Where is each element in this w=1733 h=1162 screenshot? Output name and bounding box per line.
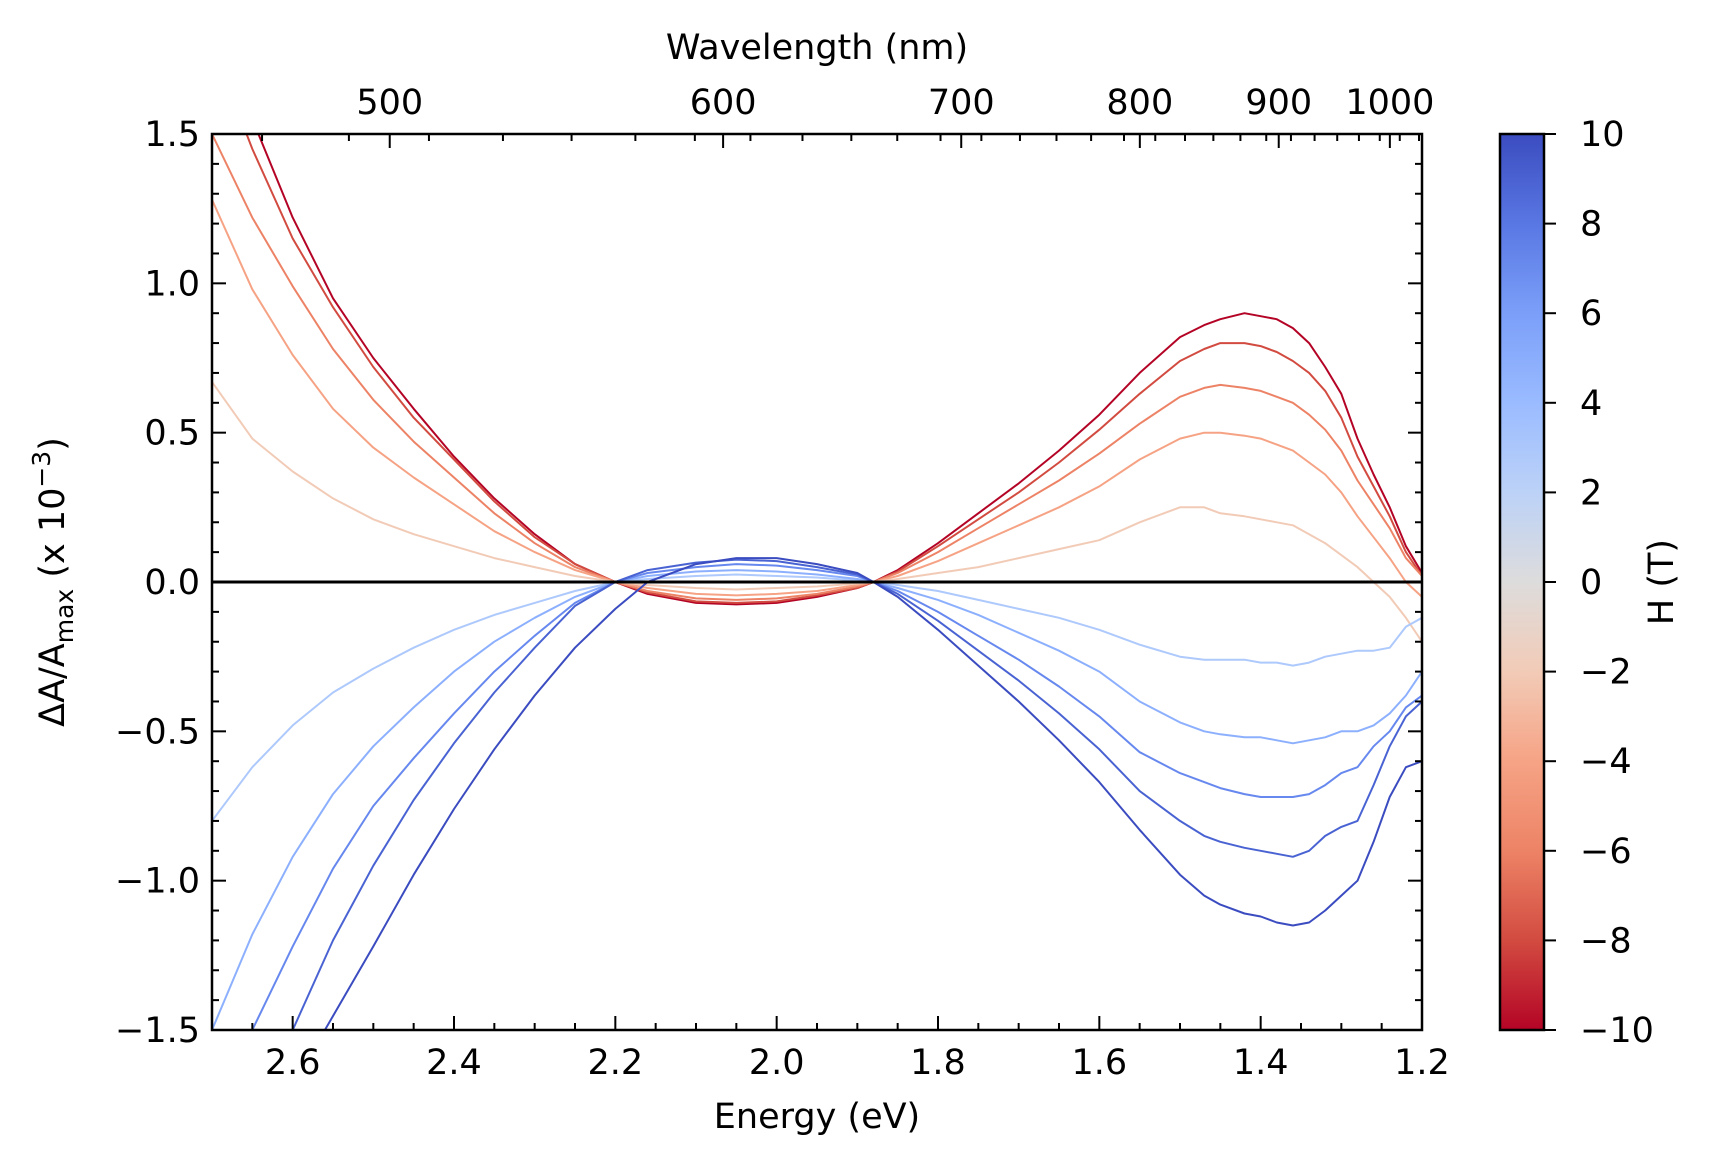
colorbar-tick-label: 8 <box>1580 205 1602 245</box>
series-line-H-10 <box>257 134 1422 606</box>
y-tick-label: 0.5 <box>144 414 200 454</box>
colorbar-tick-label: −8 <box>1580 921 1632 961</box>
colorbar-tick-label: 10 <box>1580 115 1625 155</box>
top-tick-label: 700 <box>928 83 995 123</box>
series-line-H-2 <box>212 381 1422 643</box>
y-tick-label: 0.0 <box>144 563 200 603</box>
x-tick-label: 1.4 <box>1233 1043 1289 1083</box>
ticks-layer: 2.6 2.4 2.2 2.0 1.8 1.6 1.4 1.2 −1.5 −1.0 −0.5 0.0 0… <box>115 83 1654 1083</box>
top-tick-label: 500 <box>356 83 423 123</box>
colorbar-tick-label: −2 <box>1580 653 1632 693</box>
top-tick-label: 800 <box>1106 83 1173 123</box>
top-tick-label: 600 <box>690 83 757 123</box>
colorbar-tick-label: −6 <box>1580 832 1632 872</box>
y-tick-label: −1.5 <box>115 1011 200 1051</box>
y-tick-label: −0.5 <box>115 712 200 752</box>
x-tick-label: 1.8 <box>910 1043 966 1083</box>
colorbar-tick-label: 0 <box>1580 563 1602 603</box>
top-tick-label: 1000 <box>1345 83 1434 123</box>
series-line-H-4 <box>212 199 1422 598</box>
y-axis-label: ΔA/Amax (x 10−3) <box>27 437 79 727</box>
x-axis-label: Energy (eV) <box>714 1097 920 1137</box>
y-tick-label: 1.5 <box>144 115 200 155</box>
series-line-H8 <box>291 558 1422 1030</box>
series-line-H-6 <box>212 134 1422 601</box>
series-line-H4 <box>212 569 1422 1030</box>
y-tick-label: 1.0 <box>144 264 200 304</box>
colorbar-frame <box>1498 132 1546 1032</box>
top-axis-label: Wavelength (nm) <box>666 28 968 68</box>
colorbar-tick-label: 4 <box>1580 384 1602 424</box>
series-line-H6 <box>251 563 1422 1030</box>
series-layer <box>212 134 1422 1030</box>
colorbar-tick-label: 6 <box>1580 294 1602 334</box>
y-tick-label: −1.0 <box>115 862 200 902</box>
x-tick-label: 2.6 <box>265 1043 321 1083</box>
colorbar-tick-label: −4 <box>1580 742 1632 782</box>
x-tick-label: 1.2 <box>1394 1043 1450 1083</box>
x-tick-label: 1.6 <box>1071 1043 1127 1083</box>
series-line-H-8 <box>245 134 1422 604</box>
colorbar <box>1500 134 1544 1030</box>
colorbar-tick-label: −10 <box>1580 1011 1654 1051</box>
series-line-H10 <box>324 557 1422 1030</box>
x-tick-label: 2.4 <box>426 1043 482 1083</box>
top-tick-label: 900 <box>1245 83 1312 123</box>
series-line-H2 <box>212 573 1422 822</box>
x-tick-label: 2.2 <box>587 1043 643 1083</box>
colorbar-tick-label: 2 <box>1580 473 1602 513</box>
colorbar-label: H (T) <box>1642 539 1682 625</box>
x-tick-label: 2.0 <box>749 1043 805 1083</box>
